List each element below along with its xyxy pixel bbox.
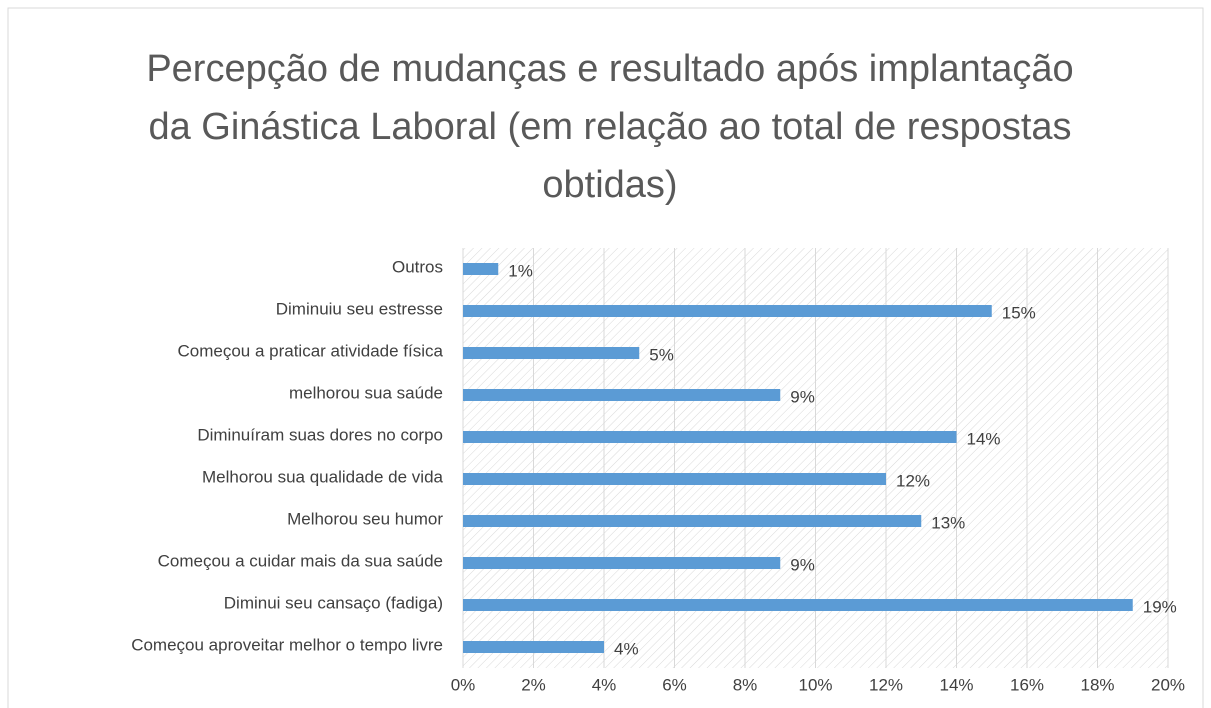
bar	[463, 389, 781, 401]
data-label: 15%	[1002, 303, 1036, 322]
x-tick-label: 6%	[662, 675, 687, 694]
bar	[463, 641, 604, 653]
y-tick-label: melhorou sua saúde	[289, 383, 443, 402]
x-tick-label: 2%	[521, 675, 546, 694]
y-tick-label: Melhorou seu humor	[287, 509, 443, 528]
data-label: 13%	[931, 513, 965, 532]
y-tick-label: Diminuiu seu estresse	[276, 299, 443, 318]
data-label: 1%	[508, 261, 533, 280]
bar	[463, 557, 781, 569]
y-tick-label: Outros	[392, 257, 443, 276]
x-tick-label: 10%	[798, 675, 832, 694]
y-tick-label: Começou a cuidar mais da sua saúde	[158, 551, 443, 570]
x-tick-label: 12%	[869, 675, 903, 694]
bar	[463, 431, 957, 443]
bar	[463, 305, 992, 317]
x-tick-label: 14%	[939, 675, 973, 694]
y-tick-label: Diminuíram suas dores no corpo	[197, 425, 443, 444]
data-label: 9%	[790, 555, 815, 574]
data-label: 4%	[614, 639, 639, 658]
bar	[463, 347, 640, 359]
x-tick-label: 20%	[1151, 675, 1185, 694]
y-tick-label: Melhorou sua qualidade de vida	[202, 467, 444, 486]
x-tick-label: 16%	[1010, 675, 1044, 694]
x-tick-label: 8%	[733, 675, 758, 694]
x-tick-label: 18%	[1080, 675, 1114, 694]
chart-title: Percepção de mudanças e resultado após i…	[146, 48, 1074, 206]
bar	[463, 473, 886, 485]
data-label: 19%	[1143, 597, 1177, 616]
data-label: 12%	[896, 471, 930, 490]
x-tick-label: 4%	[592, 675, 617, 694]
y-tick-label: Começou a praticar atividade física	[177, 341, 443, 360]
data-label: 14%	[967, 429, 1001, 448]
bar	[463, 263, 499, 275]
y-tick-label: Diminui seu cansaço (fadiga)	[224, 593, 443, 612]
chart-border	[7, 7, 1204, 708]
x-tick-label: 0%	[451, 675, 476, 694]
data-label: 9%	[790, 387, 815, 406]
bar	[463, 515, 922, 527]
y-tick-label: Começou aproveitar melhor o tempo livre	[131, 635, 443, 654]
bar	[463, 599, 1133, 611]
data-label: 5%	[649, 345, 674, 364]
